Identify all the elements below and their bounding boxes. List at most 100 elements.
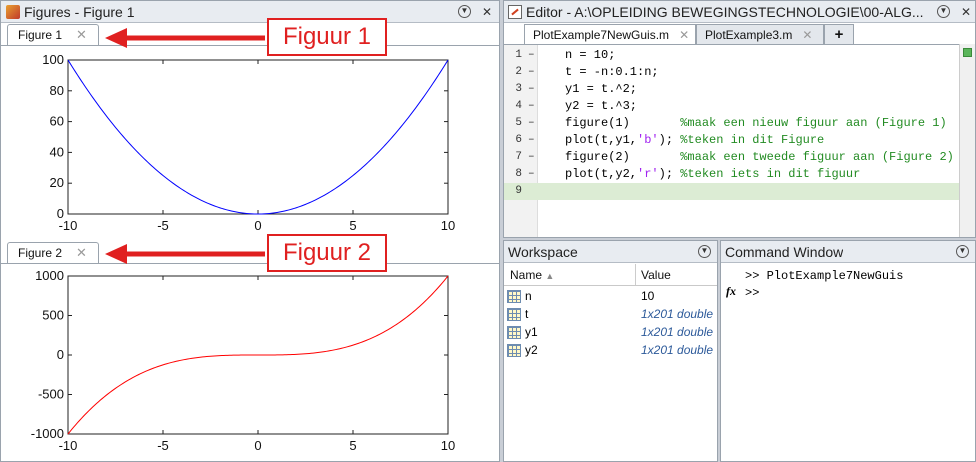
code-line[interactable]: 3– y1 = t.^2; [504, 81, 959, 98]
code-line[interactable]: 5– figure(1) %maak een nieuw figuur aan (… [504, 115, 959, 132]
breakpoint-marker[interactable]: – [528, 83, 535, 95]
workspace-variable-row[interactable]: t 1x201 double [504, 306, 717, 323]
x-tick-label: 0 [254, 438, 261, 453]
status-indicator-icon [963, 48, 972, 57]
panel-menu-icon[interactable]: ▼ [956, 245, 969, 258]
figure-2-axes[interactable]: -10 -5 0 5 10 -1000 -500 0 500 1000 [1, 264, 499, 462]
tab-figure-2[interactable]: Figure 2 ✕ [7, 242, 99, 263]
command-window-title: Command Window [725, 243, 844, 260]
series-line [67, 59, 449, 215]
x-tick-label: -5 [157, 218, 169, 233]
breakpoint-marker[interactable]: – [528, 49, 535, 61]
panel-menu-icon[interactable]: ▼ [698, 245, 711, 258]
tick-group: -10 -5 0 5 10 -1000 -500 0 500 1000 [31, 268, 455, 453]
tab-divider [1, 263, 499, 264]
code-area[interactable]: 1– n = 10; 2– t = -n:0.1:n; 3– y1 = t.^2; 4– y2… [504, 44, 959, 237]
fx-icon[interactable]: fx [726, 284, 736, 298]
panel-menu-icon[interactable]: ▼ [458, 5, 471, 18]
matrix-icon [507, 326, 521, 339]
matrix-icon [507, 308, 521, 321]
x-tick-label: -5 [157, 438, 169, 453]
x-tick-label: -10 [59, 438, 78, 453]
line-gutter [504, 45, 538, 237]
code-line[interactable]: 8– plot(t,y2,'r'); %teken iets in dit fig… [504, 166, 959, 183]
workspace-variable-row[interactable]: y1 1x201 double [504, 324, 717, 341]
tab-plotexample3[interactable]: PlotExample3.m ✕ [696, 24, 824, 44]
code-text: figure(1) %maak een nieuw figuur aan (Fi… [565, 116, 947, 130]
matlab-figure-icon [6, 4, 20, 19]
breakpoint-marker[interactable]: – [528, 134, 535, 146]
editor-icon [508, 4, 522, 19]
breakpoint-marker[interactable]: – [528, 117, 535, 129]
variable-value: 1x201 double [641, 343, 714, 357]
vertical-scrollbar[interactable] [959, 44, 975, 237]
command-prompt[interactable]: >> [745, 286, 760, 300]
col-value-header[interactable]: Value [641, 268, 671, 282]
workspace-window: Workspace ▼ Name ▲ Value n 10 t 1x201 doubl… [503, 240, 718, 462]
tab-close-icon[interactable]: ✕ [76, 245, 87, 260]
x-tick-label: 0 [254, 218, 261, 233]
breakpoint-marker[interactable]: – [528, 151, 535, 163]
close-icon[interactable]: ✕ [960, 5, 972, 19]
close-icon[interactable]: ✕ [481, 5, 493, 19]
code-text: plot(t,y1,'b'); %teken in dit Figure [565, 133, 825, 147]
line-number: 6 [515, 134, 522, 146]
tab-label: PlotExample7NewGuis.m [533, 27, 670, 42]
y-tick-label: 20 [50, 175, 64, 190]
command-window: Command Window ▼ >> PlotExample7NewGuis … [720, 240, 976, 462]
y-tick-label: 0 [57, 347, 64, 362]
tab-figure-1[interactable]: Figure 1 ✕ [7, 24, 99, 45]
x-tick-label: -10 [59, 218, 78, 233]
line-number: 5 [515, 117, 522, 129]
code-text: n = 10; [565, 48, 616, 62]
sort-asc-icon: ▲ [545, 271, 555, 281]
code-line[interactable]: 4– y2 = t.^3; [504, 98, 959, 115]
x-tick-label: 10 [441, 218, 455, 233]
code-line[interactable]: 6– plot(t,y1,'b'); %teken in dit Figure [504, 132, 959, 149]
breakpoint-marker[interactable]: – [528, 66, 535, 78]
code-line[interactable]: 2– t = -n:0.1:n; [504, 64, 959, 81]
line-number: 3 [515, 83, 522, 95]
command-window-titlebar: Command Window ▼ [721, 241, 975, 263]
line-number: 4 [515, 100, 522, 112]
new-tab-button[interactable]: + [824, 24, 854, 44]
tab-close-icon[interactable]: ✕ [76, 27, 87, 42]
x-tick-label: 5 [349, 438, 356, 453]
matrix-icon [507, 344, 521, 357]
code-line[interactable]: 7– figure(2) %maak een tweede figuur aan … [504, 149, 959, 166]
tab-close-icon[interactable]: ✕ [802, 27, 813, 42]
command-history-line: >> PlotExample7NewGuis [745, 269, 904, 283]
tab-label: PlotExample3.m [705, 27, 793, 42]
variable-name: y2 [525, 343, 538, 357]
column-divider[interactable] [635, 264, 636, 285]
y-tick-label: 60 [50, 114, 64, 129]
line-number: 9 [515, 185, 522, 197]
tab-plotexample7newguis[interactable]: PlotExample7NewGuis.m ✕ [524, 24, 696, 44]
breakpoint-marker[interactable]: – [528, 168, 535, 180]
figures-titlebar: Figures - Figure 1 ▼ ✕ [1, 1, 499, 23]
code-line[interactable]: 9 [504, 183, 959, 200]
figures-window: Figures - Figure 1 ▼ ✕ Figure 1 ✕ -10 -5 0… [0, 0, 500, 462]
workspace-variable-row[interactable]: y2 1x201 double [504, 342, 717, 359]
panel-menu-icon[interactable]: ▼ [937, 5, 950, 18]
workspace-header: Name ▲ Value [504, 264, 717, 286]
breakpoint-marker[interactable]: – [528, 100, 535, 112]
code-line[interactable]: 1– n = 10; [504, 47, 959, 64]
tab-figure-2-label: Figure 2 [18, 246, 63, 260]
workspace-variable-row[interactable]: n 10 [504, 288, 717, 305]
editor-title: Editor - A:\OPLEIDING BEWEGINGSTECHNOLOG… [526, 3, 924, 20]
y-tick-label: -500 [38, 387, 64, 402]
tab-divider [1, 45, 499, 46]
col-name-header[interactable]: Name ▲ [510, 268, 555, 282]
series-line [67, 275, 449, 435]
x-tick-label: 10 [441, 438, 455, 453]
y-tick-label: -1000 [31, 426, 64, 441]
editor-window: Editor - A:\OPLEIDING BEWEGINGSTECHNOLOG… [503, 0, 976, 238]
code-text: t = -n:0.1:n; [565, 65, 659, 79]
variable-name: n [525, 289, 532, 303]
y-tick-label: 1000 [35, 268, 64, 283]
tab-close-icon[interactable]: ✕ [679, 27, 690, 42]
